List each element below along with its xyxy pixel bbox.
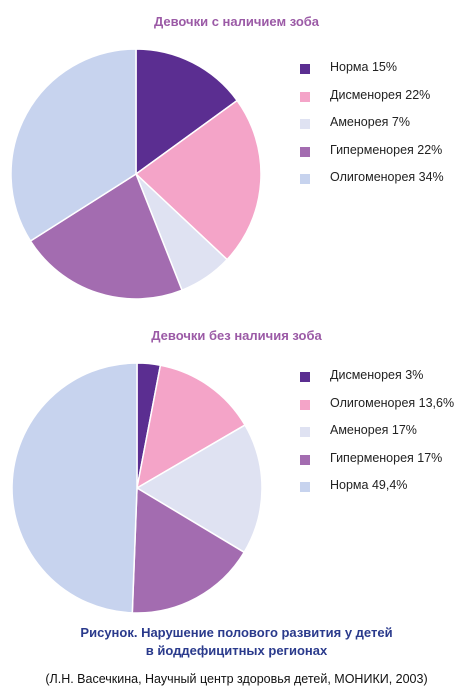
legend-label: Олигоменорея 34% (330, 170, 444, 184)
legend-swatch (300, 146, 310, 157)
legend-swatch (300, 427, 310, 437)
pie-slice (135, 364, 247, 490)
figure-caption: Рисунок. Нарушение полового развития у д… (0, 624, 473, 660)
pie-chart-no-goiter (11, 362, 263, 614)
pie-slice (10, 48, 137, 243)
legend-label: Норма 49,4% (330, 478, 408, 492)
legend-swatch (300, 174, 310, 184)
figure-caption-line2: в йоддефицитных регионах (145, 643, 328, 658)
figure-caption-line1: Рисунок. Нарушение полового развития у д… (80, 625, 393, 640)
pie-slice (131, 486, 246, 614)
legend-label: Норма 15% (330, 60, 397, 74)
pie-slice (135, 48, 239, 176)
legend-swatch (300, 372, 310, 382)
chart-title-goiter: Девочки с наличием зоба (153, 14, 320, 29)
legend-swatch (300, 399, 310, 410)
legend-label: Аменорея 17% (330, 423, 417, 437)
chart-title-no-goiter: Девочки без наличия зоба (151, 328, 322, 343)
legend-label: Дисменорея 22% (330, 87, 431, 102)
pie-slice (134, 99, 262, 261)
pie-slice (29, 172, 183, 300)
legend-swatch (300, 64, 310, 74)
legend-swatch (300, 482, 310, 492)
legend-swatch (300, 91, 310, 102)
pie-chart-goiter (10, 48, 262, 300)
legend-label: Аменорея 7% (330, 115, 410, 129)
legend-swatch (300, 119, 310, 129)
legend-swatch (300, 454, 310, 465)
legend-label: Гиперменорея 22% (330, 142, 443, 157)
legend-label: Олигоменорея 13,6% (330, 395, 455, 410)
pie-slice (135, 424, 263, 554)
legend-label: Дисменорея 3% (330, 368, 424, 382)
legend-label: Гиперменорея 17% (330, 450, 443, 465)
source-credit: (Л.Н. Васечкина, Научный центр здоровья … (45, 672, 428, 686)
pie-slice (11, 362, 138, 614)
